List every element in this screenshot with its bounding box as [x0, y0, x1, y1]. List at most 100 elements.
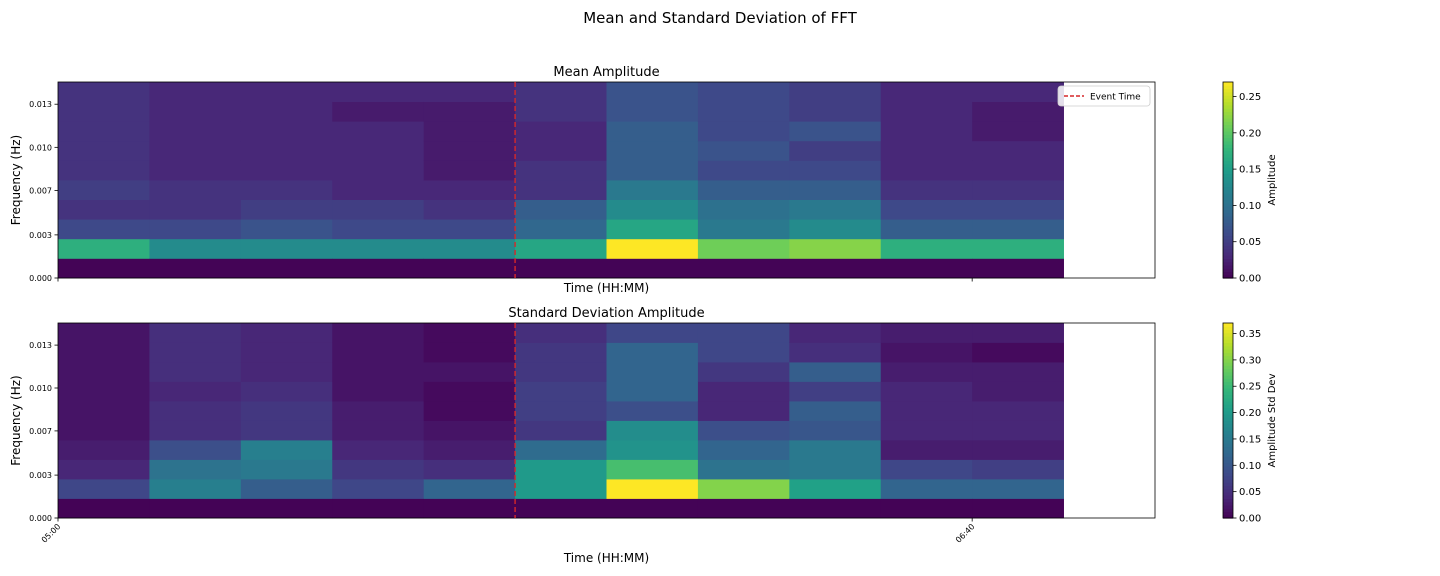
- heatmap-cell: [606, 401, 699, 421]
- heatmap-cell: [58, 479, 150, 499]
- heatmap-cell: [880, 498, 973, 519]
- heatmap-cell: [972, 342, 1064, 363]
- heatmap-cell: [606, 101, 699, 122]
- colorbar-segment: [1223, 206, 1233, 210]
- heatmap-cell: [423, 440, 516, 460]
- colorbar-segment: [1223, 157, 1233, 161]
- colorbar-segment: [1223, 101, 1233, 106]
- heatmap-cell: [515, 199, 607, 220]
- colorbar-segment: [1223, 82, 1233, 86]
- heatmap-cell: [332, 401, 425, 421]
- colorbar-segment: [1223, 274, 1233, 279]
- colorbar-segment: [1223, 215, 1233, 220]
- heatmap-cell: [58, 401, 150, 421]
- heatmap-cell: [515, 121, 607, 142]
- heatmap-cell: [789, 440, 882, 460]
- heatmap-cell: [515, 381, 607, 402]
- colorbar-tick-label: 0.15: [1239, 434, 1261, 445]
- heatmap-cell: [240, 140, 333, 161]
- heatmap-cell: [972, 180, 1064, 200]
- colorbar-segment: [1223, 153, 1233, 158]
- colorbar-segment: [1223, 505, 1233, 509]
- colorbar-segment: [1223, 248, 1233, 253]
- heatmap-cell: [423, 199, 516, 220]
- heatmap-cell: [697, 258, 790, 279]
- heatmap-cell: [515, 238, 607, 259]
- heatmap-cell: [972, 381, 1064, 402]
- heatmap-cell: [515, 140, 607, 161]
- heatmap-cell: [423, 479, 516, 499]
- heatmap-cell: [789, 121, 882, 142]
- colorbar-segment: [1223, 98, 1233, 103]
- heatmap-cell: [789, 342, 882, 363]
- heatmap-cell: [58, 180, 150, 200]
- colorbar-segment: [1223, 85, 1233, 90]
- colorbar-segment: [1223, 381, 1233, 386]
- heatmap-cell: [240, 440, 333, 460]
- heatmap-cell: [58, 381, 150, 402]
- heatmap-cell: [58, 498, 150, 519]
- heatmap-cell: [240, 498, 333, 519]
- heatmap-cell: [58, 362, 150, 382]
- colorbar-segment: [1223, 404, 1233, 409]
- heatmap-cell: [515, 498, 607, 519]
- colorbar-segment: [1223, 440, 1233, 444]
- colorbar-segment: [1223, 482, 1233, 487]
- heatmap-cell: [149, 401, 242, 421]
- colorbar-segment: [1223, 329, 1233, 334]
- heatmap-cell: [149, 180, 242, 200]
- colorbar-segment: [1223, 140, 1233, 145]
- colorbar-segment: [1223, 199, 1233, 204]
- colorbar-tick-label: 0.10: [1239, 201, 1261, 212]
- colorbar-segment: [1223, 433, 1233, 438]
- colorbar-segment: [1223, 388, 1233, 392]
- colorbar-segment: [1223, 160, 1233, 165]
- heatmap-cell: [606, 258, 699, 279]
- y-tick-label: 0.013: [29, 341, 52, 350]
- heatmap-cell: [606, 238, 699, 259]
- heatmap-cell: [880, 180, 973, 200]
- colorbar-segment: [1223, 362, 1233, 366]
- heatmap-cell: [697, 121, 790, 142]
- heatmap-cell: [697, 342, 790, 363]
- colorbar-segment: [1223, 170, 1233, 175]
- heatmap-cell: [606, 180, 699, 200]
- heatmap-cell: [789, 401, 882, 421]
- colorbar-segment: [1223, 479, 1233, 483]
- heatmap-cell: [423, 219, 516, 240]
- heatmap-cell: [880, 342, 973, 363]
- colorbar-segment: [1223, 410, 1233, 415]
- heatmap-cell: [972, 498, 1064, 519]
- heatmap-cell: [149, 498, 242, 519]
- heatmap-cell: [972, 258, 1064, 279]
- heatmap-cell: [240, 82, 333, 102]
- heatmap-cell: [149, 381, 242, 402]
- x-tick-label: 06:40: [954, 522, 977, 545]
- heatmap-cell: [240, 459, 333, 480]
- y-axis-label: Frequency (Hz): [9, 375, 23, 466]
- colorbar-segment: [1223, 407, 1233, 412]
- heatmap-cell: [149, 219, 242, 240]
- legend-label: Event Time: [1090, 93, 1141, 103]
- legend: Event Time: [1057, 85, 1151, 107]
- colorbar-segment: [1223, 137, 1233, 142]
- panel-title: Mean Amplitude: [553, 65, 659, 80]
- heatmap-cell: [697, 140, 790, 161]
- colorbar: 0.00 0.05 0.10 0.15 0.20 0.25 Amplitude: [1222, 81, 1278, 285]
- heatmap-cell: [972, 238, 1064, 259]
- colorbar-segment: [1223, 472, 1233, 477]
- heatmap-cell: [880, 323, 973, 343]
- heatmap-cell: [332, 381, 425, 402]
- heatmap-cell: [149, 342, 242, 363]
- colorbar-segment: [1223, 459, 1233, 464]
- colorbar-segment: [1223, 368, 1233, 373]
- colorbar-segment: [1223, 186, 1233, 191]
- x-axis-label: Time (HH:MM): [563, 551, 649, 565]
- heatmap-cell: [332, 342, 425, 363]
- heatmap-cell: [880, 381, 973, 402]
- heatmap-cell: [240, 238, 333, 259]
- heatmap-cell: [789, 362, 882, 382]
- colorbar-segment: [1223, 251, 1233, 256]
- heatmap-cell: [789, 323, 882, 343]
- heatmap-cell: [606, 140, 699, 161]
